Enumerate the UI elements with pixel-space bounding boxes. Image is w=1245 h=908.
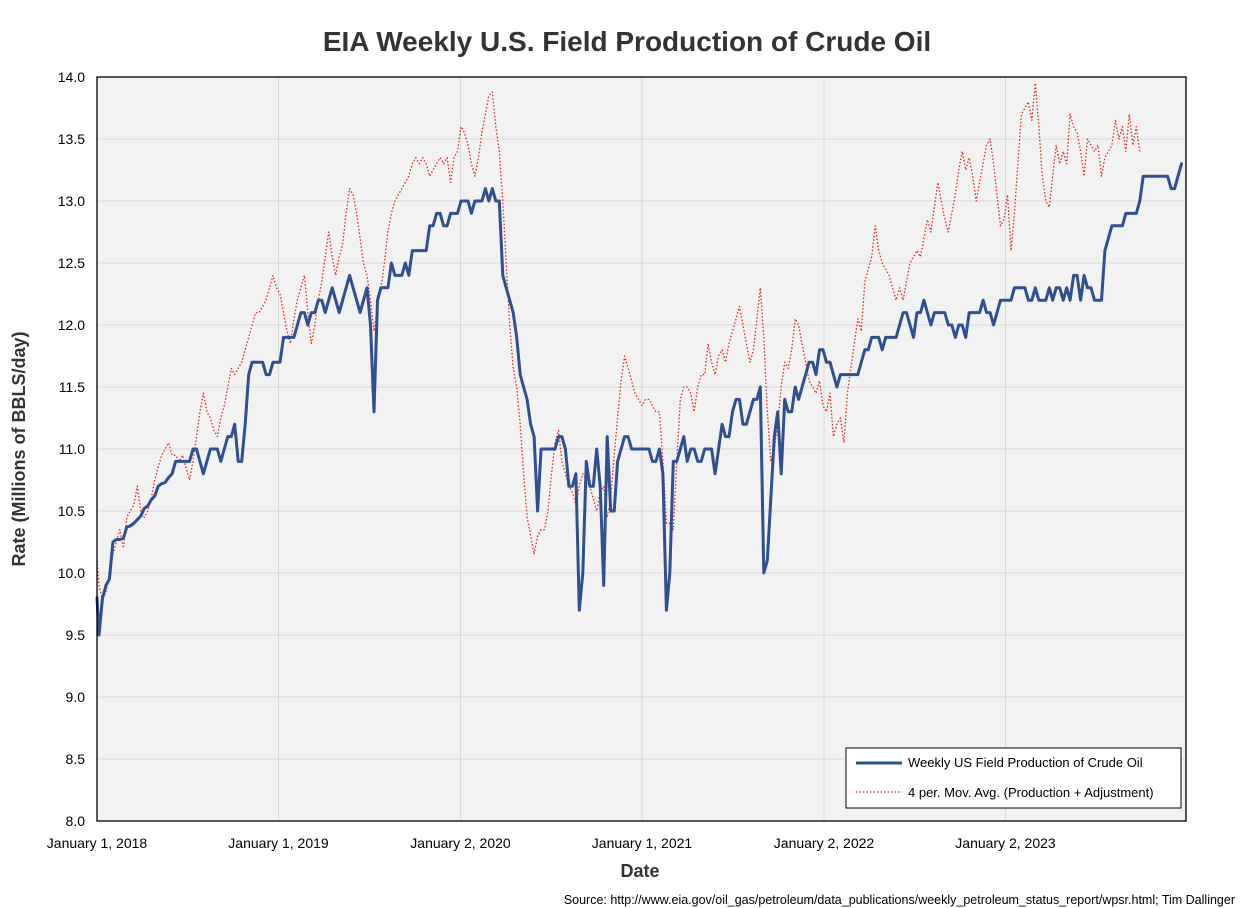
x-tick-label: January 2, 2023	[955, 835, 1056, 851]
y-tick-label: 9.0	[66, 689, 86, 705]
y-tick-label: 12.5	[58, 255, 85, 271]
x-axis-ticks: January 1, 2018 January 1, 2019 January 2,…	[47, 835, 1056, 851]
y-axis-ticks: 8.0 8.5 9.0 9.5 10.0 10.5 11.0 11.5 12.0 12.5 13.0…	[58, 69, 85, 829]
legend-label-production: Weekly US Field Production of Crude Oil	[908, 755, 1143, 770]
y-tick-label: 10.0	[58, 565, 85, 581]
x-tick-label: January 1, 2019	[228, 835, 329, 851]
x-tick-label: January 2, 2020	[410, 835, 511, 851]
x-tick-label: January 1, 2018	[47, 835, 148, 851]
y-tick-label: 8.0	[66, 813, 86, 829]
series-line-moving-average	[96, 82, 1141, 601]
y-tick-label: 8.5	[66, 751, 86, 767]
y-tick-label: 14.0	[58, 69, 85, 85]
source-note: Source: http://www.eia.gov/oil_gas/petro…	[564, 893, 1235, 907]
y-tick-label: 11.0	[59, 441, 85, 457]
series-line-production	[95, 162, 1183, 637]
legend: Weekly US Field Production of Crude Oil …	[845, 747, 1182, 809]
chart-title: EIA Weekly U.S. Field Production of Crud…	[323, 26, 931, 57]
y-tick-label: 13.5	[58, 131, 85, 147]
series-lines	[95, 82, 1183, 637]
y-tick-label: 12.0	[58, 317, 85, 333]
y-tick-label: 9.5	[66, 627, 86, 643]
y-axis-title: Rate (Millions of BBLS/day)	[9, 331, 29, 566]
legend-box	[845, 747, 1182, 809]
legend-label-moving-average: 4 per. Mov. Avg. (Production + Adjustmen…	[908, 785, 1154, 800]
x-axis-title: Date	[620, 861, 659, 881]
y-tick-label: 11.5	[59, 379, 85, 395]
y-tick-label: 13.0	[58, 193, 85, 209]
plot-border	[96, 76, 1187, 822]
y-tick-label: 10.5	[58, 503, 85, 519]
x-tick-label: January 1, 2021	[592, 835, 693, 851]
x-tick-label: January 2, 2022	[774, 835, 875, 851]
